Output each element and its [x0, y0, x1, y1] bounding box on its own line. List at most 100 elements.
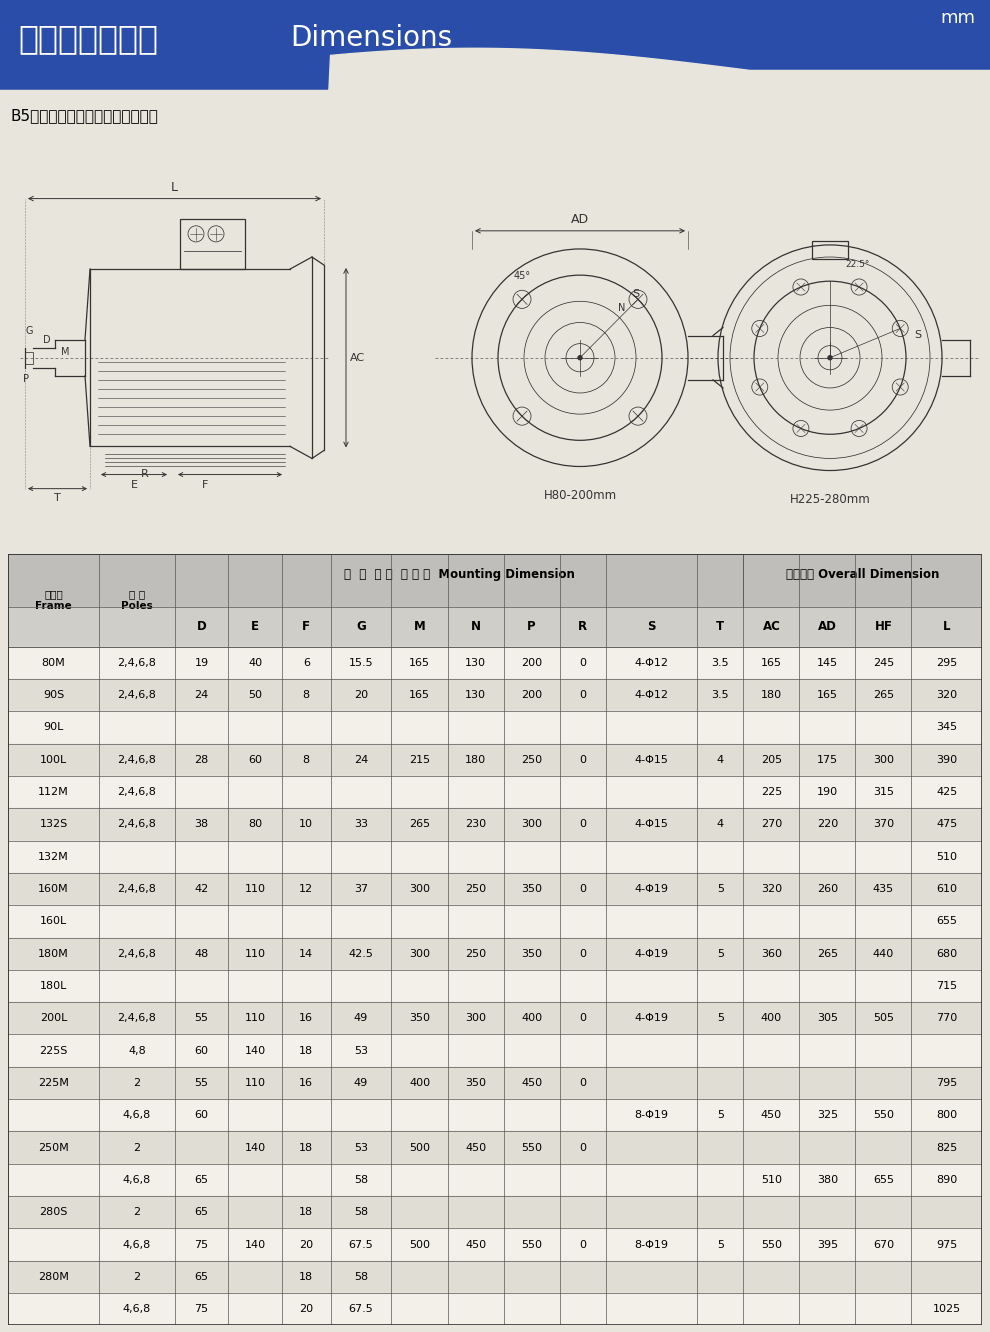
Text: 132S: 132S: [40, 819, 67, 830]
Text: 165: 165: [409, 690, 430, 701]
Bar: [229, 872, 282, 906]
Bar: [229, 646, 282, 679]
Bar: [855, 938, 912, 970]
Bar: [559, 809, 606, 840]
Bar: [331, 554, 391, 606]
Bar: [855, 1002, 912, 1035]
Bar: [559, 1131, 606, 1164]
Bar: [331, 606, 391, 646]
Text: P: P: [23, 374, 29, 384]
Bar: [331, 840, 391, 872]
Bar: [282, 606, 331, 646]
Bar: [282, 646, 331, 679]
Bar: [331, 743, 391, 777]
Bar: [99, 777, 175, 809]
Bar: [855, 711, 912, 743]
Text: D: D: [44, 334, 50, 345]
Text: 2,4,6,8: 2,4,6,8: [118, 819, 156, 830]
Bar: [447, 1035, 504, 1067]
Text: 37: 37: [354, 884, 368, 894]
Bar: [391, 606, 447, 646]
Text: 5: 5: [717, 948, 724, 959]
Bar: [447, 646, 504, 679]
Text: 4-Φ19: 4-Φ19: [635, 1014, 668, 1023]
Bar: [447, 1196, 504, 1228]
Text: 260: 260: [817, 884, 838, 894]
Text: 16: 16: [299, 1014, 313, 1023]
Text: 49: 49: [354, 1014, 368, 1023]
Text: 58: 58: [354, 1175, 368, 1185]
Text: 225: 225: [760, 787, 782, 797]
Text: 22.5°: 22.5°: [845, 260, 870, 269]
Bar: [391, 679, 447, 711]
Text: 42: 42: [194, 884, 209, 894]
Text: 0: 0: [579, 884, 586, 894]
Text: 4: 4: [717, 755, 724, 765]
Text: 320: 320: [937, 690, 957, 701]
Bar: [391, 872, 447, 906]
Bar: [8, 1067, 99, 1099]
Bar: [697, 1035, 743, 1067]
Text: 230: 230: [465, 819, 486, 830]
Bar: [743, 1164, 800, 1196]
Bar: [331, 809, 391, 840]
Bar: [912, 554, 982, 606]
Text: 5: 5: [717, 1111, 724, 1120]
Text: 220: 220: [817, 819, 839, 830]
Bar: [447, 1099, 504, 1131]
Bar: [391, 1260, 447, 1293]
Bar: [99, 872, 175, 906]
Text: 80: 80: [248, 819, 262, 830]
Text: 4-Φ15: 4-Φ15: [635, 755, 668, 765]
Bar: [697, 872, 743, 906]
Text: 215: 215: [409, 755, 430, 765]
Bar: [606, 679, 697, 711]
Bar: [504, 646, 559, 679]
Bar: [331, 1099, 391, 1131]
Bar: [8, 1196, 99, 1228]
Bar: [180, 218, 245, 269]
Text: 500: 500: [409, 1143, 430, 1152]
Bar: [8, 938, 99, 970]
Text: 20: 20: [354, 690, 368, 701]
Bar: [504, 938, 559, 970]
Bar: [8, 1035, 99, 1067]
Bar: [331, 1293, 391, 1325]
Bar: [606, 809, 697, 840]
Text: 140: 140: [245, 1143, 265, 1152]
Bar: [855, 1164, 912, 1196]
Bar: [743, 1196, 800, 1228]
Bar: [229, 711, 282, 743]
Text: 8-Φ19: 8-Φ19: [635, 1111, 668, 1120]
Bar: [504, 1131, 559, 1164]
Text: 80M: 80M: [42, 658, 65, 667]
Bar: [697, 1002, 743, 1035]
Text: 350: 350: [521, 948, 543, 959]
Bar: [912, 743, 982, 777]
Text: 8: 8: [303, 755, 310, 765]
Bar: [331, 938, 391, 970]
Text: 2: 2: [134, 1272, 141, 1281]
Bar: [912, 970, 982, 1002]
Bar: [743, 1067, 800, 1099]
Bar: [912, 809, 982, 840]
Text: 425: 425: [937, 787, 957, 797]
Bar: [447, 777, 504, 809]
Bar: [504, 606, 559, 646]
Bar: [99, 1164, 175, 1196]
Bar: [697, 970, 743, 1002]
Text: 53: 53: [354, 1046, 368, 1056]
Bar: [800, 1131, 855, 1164]
Bar: [743, 906, 800, 938]
Bar: [99, 1099, 175, 1131]
Bar: [697, 809, 743, 840]
Text: E: E: [251, 621, 259, 633]
Bar: [800, 743, 855, 777]
Bar: [743, 1260, 800, 1293]
Bar: [229, 1035, 282, 1067]
Bar: [697, 743, 743, 777]
Bar: [559, 1196, 606, 1228]
Bar: [743, 1131, 800, 1164]
Bar: [912, 711, 982, 743]
Text: 10: 10: [299, 819, 313, 830]
